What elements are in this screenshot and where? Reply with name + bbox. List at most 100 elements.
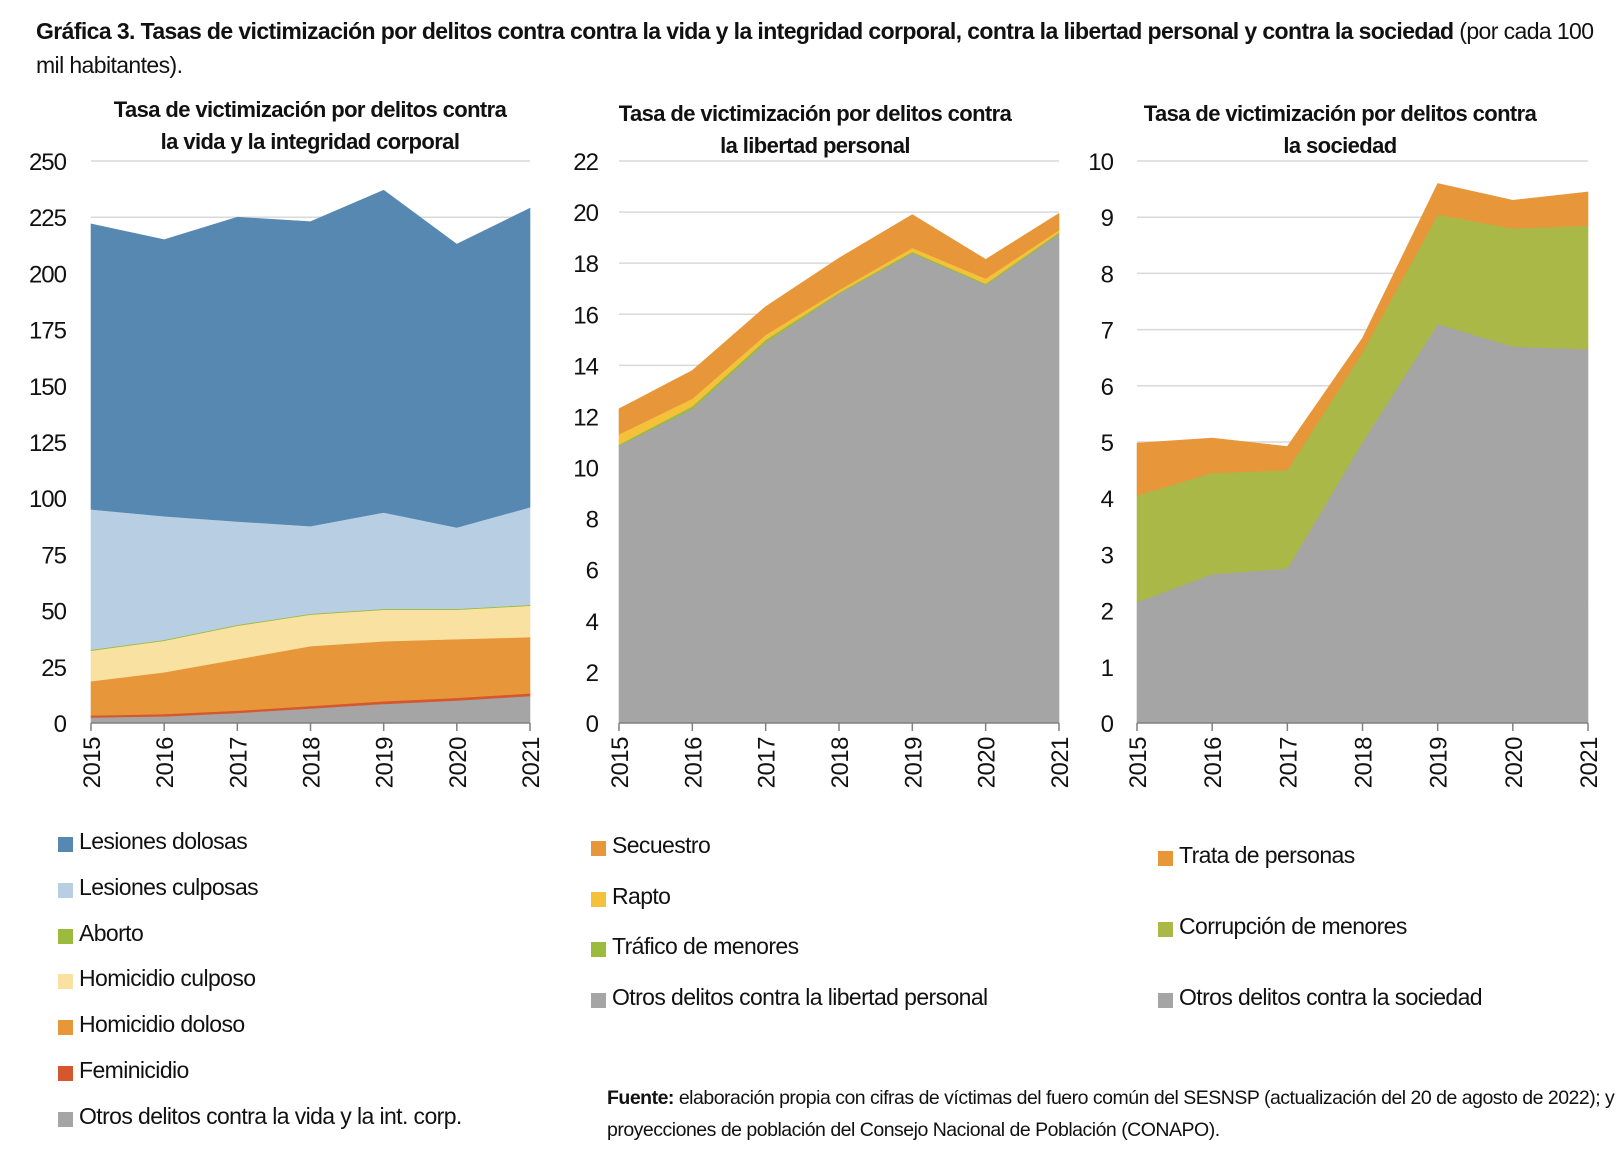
y-tick-label: 0 (54, 711, 67, 738)
x-tick-label: 2016 (1200, 737, 1227, 789)
y-tick-label: 25 (41, 655, 66, 682)
legend-label: Otros delitos contra la sociedad (1179, 984, 1483, 1010)
y-tick-label: 9 (1101, 205, 1114, 232)
legend-item: Secuestro (591, 832, 711, 859)
y-tick-label: 150 (29, 374, 67, 401)
y-tick-label: 50 (41, 599, 66, 626)
y-tick-label: 10 (573, 456, 598, 483)
chart-2-title-line-2: la libertad personal (720, 133, 910, 158)
legend-swatch (1158, 993, 1173, 1008)
figure-title: Gráfica 3. Tasas de victimización por de… (36, 14, 1606, 82)
legend-item: Aborto (58, 919, 144, 947)
y-tick-label: 8 (1101, 261, 1114, 288)
y-tick-label: 1 (1101, 655, 1114, 682)
y-tick-label: 18 (573, 251, 598, 278)
y-tick-label: 2 (1101, 599, 1114, 626)
legend-item: Lesiones dolosas (58, 828, 248, 855)
x-tick-label: 2021 (518, 737, 545, 789)
legend-label: Aborto (79, 919, 144, 946)
x-tick-label: 2018 (1351, 737, 1378, 789)
area-secuestro (618, 212, 1060, 435)
x-tick-label: 2015 (79, 737, 106, 789)
x-tick-label: 2019 (372, 737, 399, 789)
figure-title-units: (por cada 100 mil habitantes). (36, 18, 1594, 78)
x-tick-label: 2021 (1576, 737, 1603, 789)
legend-swatch (58, 882, 73, 898)
legend-label: Rapto (612, 882, 671, 909)
x-tick-label: 2015 (1125, 737, 1152, 789)
area-trata-de-personas (1136, 183, 1589, 496)
y-tick-label: 3 (1101, 542, 1114, 569)
x-tick-label: 2019 (1426, 737, 1453, 789)
y-tick-label: 7 (1101, 318, 1114, 345)
x-tick-label: 2017 (754, 737, 781, 789)
y-tick-label: 0 (1101, 711, 1114, 738)
y-tick-label: 10 (1088, 149, 1113, 176)
x-tick-label: 2016 (152, 737, 179, 789)
y-tick-label: 2 (586, 660, 599, 687)
legend-item: Otros delitos contra la sociedad (1158, 984, 1483, 1011)
legend-item: Feminicidio (58, 1057, 189, 1084)
y-tick-label: 75 (41, 542, 66, 569)
y-tick-label: 175 (29, 318, 67, 345)
legend-label: Lesiones dolosas (79, 828, 248, 854)
y-tick-label: 8 (586, 507, 599, 534)
legend-item: Trata de personas (1158, 842, 1355, 869)
y-tick-label: 4 (1101, 486, 1114, 513)
chart-3: 2015 2016 2017 2018 2019 2020 2021 0 1 2 3 4 5 6 7 8 9 10 (1088, 149, 1603, 788)
legend-swatch (1158, 922, 1173, 937)
y-tick-label: 250 (29, 149, 67, 176)
y-tick-label: 16 (573, 302, 598, 329)
y-tick-label: 0 (586, 711, 599, 738)
legend-label: Corrupción de menores (1179, 913, 1407, 939)
y-tick-label: 100 (29, 486, 67, 513)
legend-label: Homicidio doloso (79, 1011, 245, 1038)
chart-1: 2015 2016 2017 2018 2019 2020 2021 0 25 50 75 100 12… (29, 149, 545, 788)
y-tick-label: 20 (573, 200, 598, 227)
area-lesiones-dolosas (90, 189, 531, 528)
source-label: Fuente: (607, 1087, 674, 1109)
chart-2: 2015 2016 2017 2018 2019 2020 2021024681012141… (573, 149, 1074, 788)
legend-swatch (58, 1111, 73, 1127)
x-tick-label: 2019 (900, 737, 927, 789)
chart-3-title-line-1: Tasa de victimización por delitos contra (1143, 101, 1537, 126)
x-tick-label: 2015 (607, 737, 634, 789)
legend-swatch (58, 837, 73, 852)
legend-item: Lesiones culposas (58, 874, 259, 901)
y-tick-label: 6 (586, 558, 599, 585)
legend-label: Tráfico de menores (612, 933, 799, 959)
y-tick-label: 5 (1101, 430, 1114, 457)
x-tick-label: 2018 (299, 737, 326, 789)
legend-swatch (1158, 851, 1173, 866)
legend-label: Trata de personas (1179, 842, 1355, 868)
legend-label: Secuestro (612, 832, 711, 858)
chart-2-title-line-1: Tasa de victimización por delitos contra (618, 101, 1012, 126)
x-tick-label: 2016 (680, 737, 707, 789)
legend-swatch (58, 928, 73, 944)
legend-swatch (591, 992, 606, 1008)
legend-swatch (591, 891, 606, 907)
legend-item: Rapto (591, 882, 671, 910)
legend-swatch (591, 841, 606, 856)
chart-3-title: Tasa de victimización por delitos contra… (1110, 98, 1570, 162)
chart-3-title-line-2: la sociedad (1283, 133, 1397, 158)
legend-label: Otros delitos contra la vida y la int. c… (79, 1102, 462, 1129)
legend-label: Feminicidio (79, 1057, 189, 1083)
legend-swatch (591, 942, 606, 957)
y-tick-label: 4 (586, 609, 599, 636)
legend-item: Homicidio culposo (58, 965, 256, 992)
legend-item: Otros delitos contra la vida y la int. c… (58, 1103, 462, 1130)
y-tick-label: 6 (1101, 374, 1114, 401)
legend-swatch (58, 1066, 73, 1081)
y-tick-label: 22 (573, 149, 598, 176)
x-tick-label: 2020 (445, 737, 472, 789)
y-tick-label: 200 (29, 261, 67, 288)
legend-label: Homicidio culposo (79, 965, 256, 992)
chart-1-title-line-2: la vida y la integridad corporal (160, 129, 460, 154)
legend-item: Homicidio doloso (58, 1011, 245, 1038)
x-tick-label: 2018 (827, 737, 854, 789)
chart-2-title: Tasa de victimización por delitos contra… (585, 98, 1045, 162)
x-tick-label: 2017 (1275, 737, 1302, 789)
chart-1-title-line-1: Tasa de victimización por delitos contra (113, 97, 507, 122)
